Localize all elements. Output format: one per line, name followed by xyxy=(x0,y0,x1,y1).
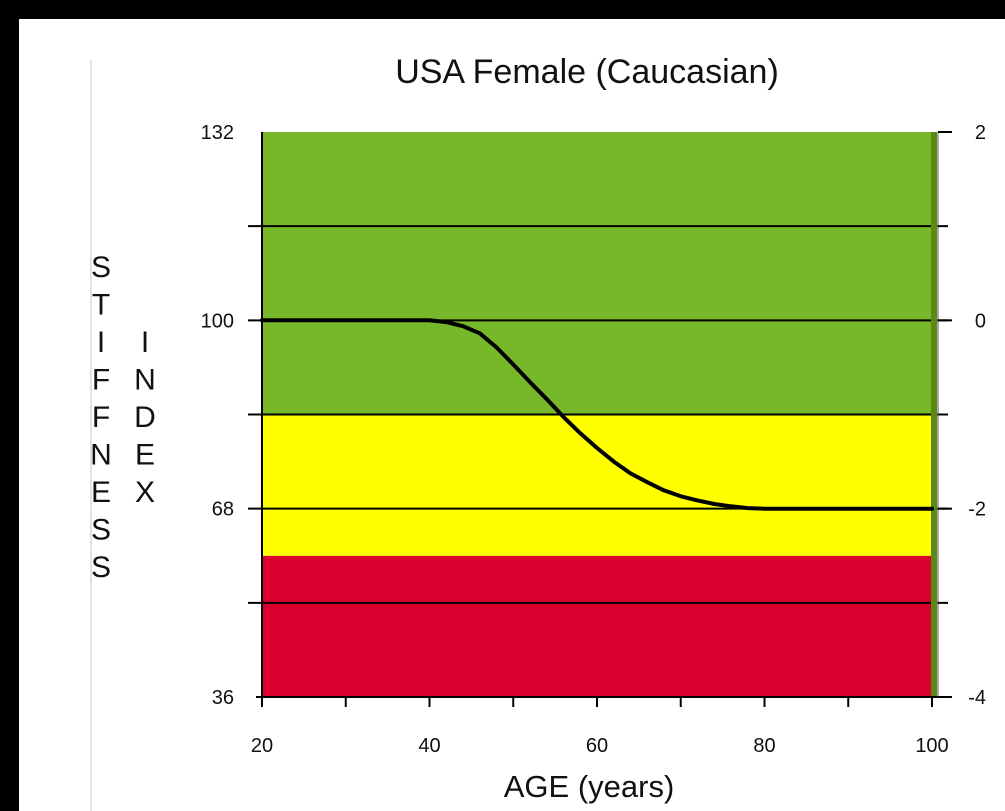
ticks-layer: 36 68 100 132 20 40 60 80 100 -4 -2 0 2 xyxy=(201,122,986,757)
left-divider xyxy=(90,60,92,811)
axis-layer xyxy=(256,131,952,707)
y-axis-label-letter: S xyxy=(91,251,111,284)
zone-band-0 xyxy=(262,555,932,697)
x-axis-label: AGE (years) xyxy=(504,769,675,804)
y-axis-label-letter: X xyxy=(135,476,155,509)
y-axis-label-letter: S xyxy=(91,551,111,584)
y-axis-label-letter: F xyxy=(92,364,110,397)
x-tick-label-100: 100 xyxy=(915,735,948,757)
labels-layer: USA Female (Caucasian) AGE (years) xyxy=(395,53,779,804)
y-tick-label-100: 100 xyxy=(201,310,234,332)
y-tick-label-68: 68 xyxy=(212,499,234,521)
y2-tick-label--4: -4 xyxy=(968,687,986,709)
x-tick-label-20: 20 xyxy=(251,735,273,757)
y2-tick-label--2: -2 xyxy=(968,499,986,521)
chart-title: USA Female (Caucasian) xyxy=(395,53,779,91)
y-axis-label-letter: N xyxy=(134,364,156,397)
y-axis-label-letter: I xyxy=(97,326,105,359)
y-axis-label-letter: T xyxy=(92,289,110,322)
y-tick-label-132: 132 xyxy=(201,122,234,144)
y2-tick-label-0: 0 xyxy=(975,310,986,332)
y-axis-label-letter: E xyxy=(135,439,155,472)
x-tick-label-40: 40 xyxy=(418,735,440,757)
y-axis-label-letter: N xyxy=(90,439,112,472)
x-tick-label-60: 60 xyxy=(586,735,608,757)
y-axis-label-letter: I xyxy=(141,326,149,359)
zone-band-1 xyxy=(262,414,932,556)
y-axis-label-letter: D xyxy=(134,401,156,434)
y-axis-label-letter: S xyxy=(91,514,111,547)
x-tick-label-80: 80 xyxy=(753,735,775,757)
series-layer xyxy=(260,318,934,511)
y-tick-label-36: 36 xyxy=(212,687,234,709)
y-axis-label-letter: F xyxy=(92,401,110,434)
y2-tick-label-2: 2 xyxy=(975,122,986,144)
zone-band-2 xyxy=(262,132,932,415)
zones-layer xyxy=(262,132,932,697)
y-axis-label-letter: E xyxy=(91,476,111,509)
series-line-0 xyxy=(260,318,934,511)
